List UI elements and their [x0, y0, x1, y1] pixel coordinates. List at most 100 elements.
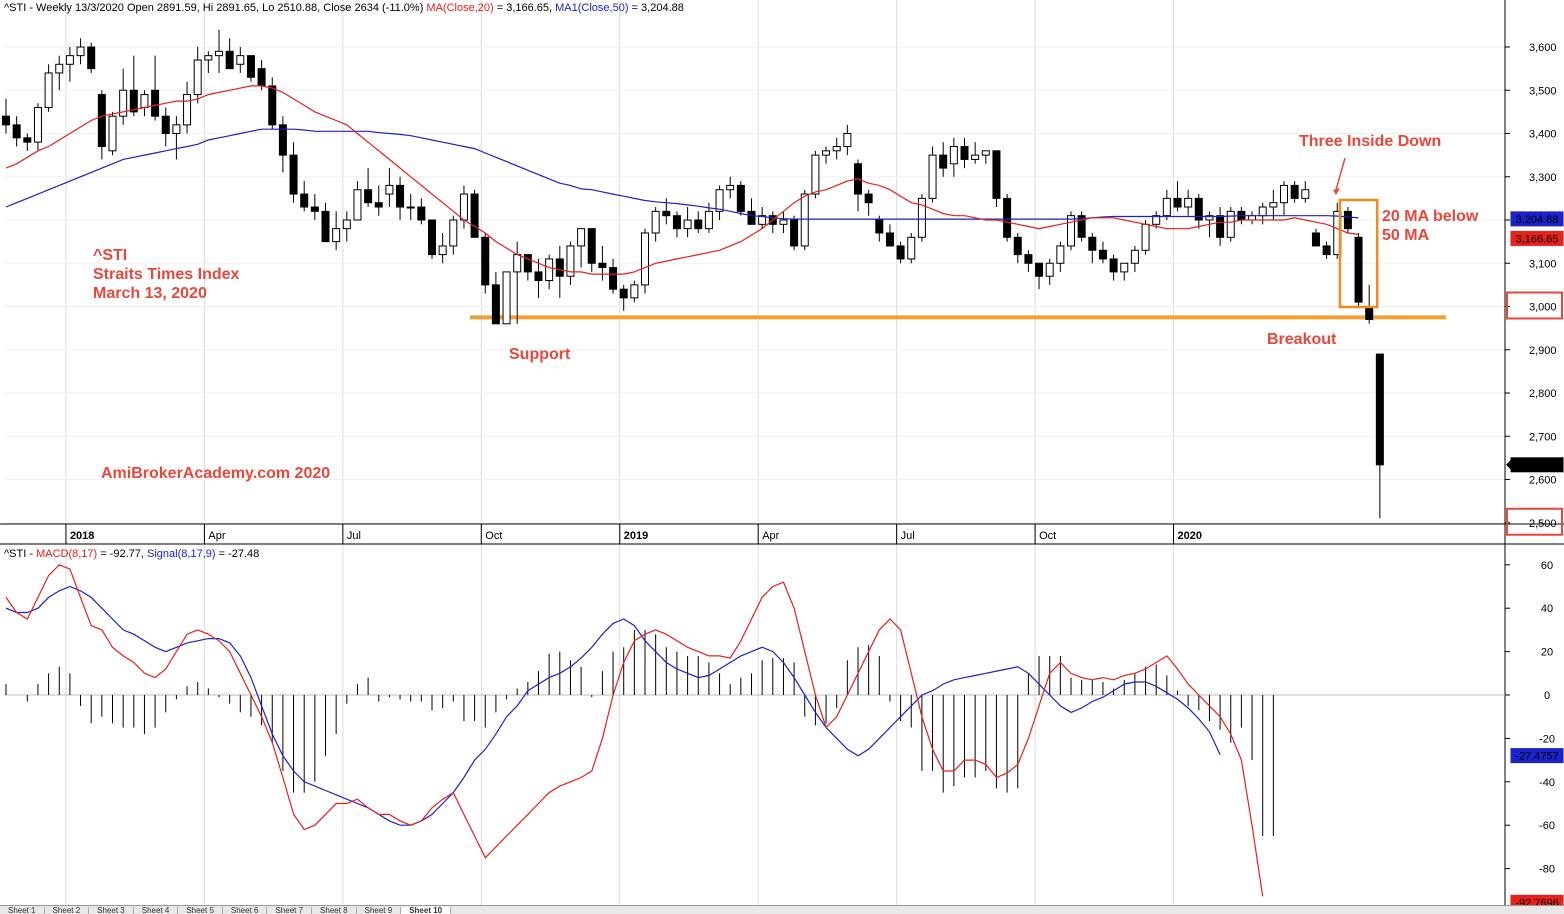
signal-value: = -27.48	[216, 548, 260, 560]
candle-bearish	[246, 55, 255, 78]
price-level-highlight-box	[1506, 507, 1563, 536]
candle-bearish	[1290, 184, 1299, 199]
macd-axis-label: 60	[1541, 560, 1553, 572]
candle-bullish	[704, 210, 713, 230]
annotation-support: Support	[509, 346, 571, 363]
candle-bearish	[1003, 197, 1012, 238]
price-axis-label: 2,700	[1529, 431, 1557, 443]
macd-axis-label: 0	[1544, 690, 1550, 702]
price-panel	[2, 29, 1446, 519]
candle-bullish	[981, 150, 990, 156]
sheet-tab[interactable]: Sheet 1	[0, 907, 45, 914]
ma50-value-tag-bg	[1510, 211, 1564, 227]
candle-bullish	[1120, 262, 1129, 273]
sheet-tab[interactable]: Sheet 7	[267, 907, 313, 914]
candle-bullish	[183, 94, 192, 126]
candle-bearish	[1098, 249, 1107, 260]
candle-bearish	[790, 219, 799, 247]
candle-bullish	[907, 236, 916, 260]
candle-bearish	[1311, 232, 1320, 247]
candle-bearish	[619, 288, 628, 299]
candle-bearish	[1088, 236, 1097, 251]
signal-line	[5, 585, 1221, 826]
candle-bearish	[992, 150, 1001, 199]
candle-bearish	[1109, 258, 1118, 273]
candle-bullish	[33, 107, 42, 143]
candle-bearish	[1343, 210, 1352, 230]
candle-bullish	[566, 245, 575, 277]
candle-bullish	[236, 55, 245, 65]
sheet-tab[interactable]: Sheet 8	[312, 907, 357, 914]
candle-bullish	[1067, 215, 1075, 247]
annotations: ^STI - Weekly 13/3/2020 Open 2891.59, Hi…	[4, 2, 1479, 560]
candle-bullish	[822, 150, 831, 156]
candle-bullish	[832, 145, 841, 152]
candle-bullish	[1301, 189, 1310, 199]
candle-bullish	[459, 193, 468, 221]
candle-bullish	[917, 197, 926, 238]
time-axis-label: 2018	[70, 530, 94, 542]
candle-bullish	[1226, 210, 1235, 238]
candle-bearish	[1354, 236, 1363, 303]
macd-axis-label: 20	[1541, 647, 1553, 659]
close-value-tag: 2,634	[1523, 460, 1551, 472]
sheet-tab[interactable]: Sheet 6	[223, 907, 268, 914]
candle-bullish	[1269, 202, 1278, 208]
candle-bearish	[939, 154, 948, 169]
price-axis-label: 2,500	[1529, 518, 1557, 530]
signal-label: Signal(8,17,9)	[147, 548, 216, 560]
candle-bearish	[374, 202, 383, 208]
macd-axis-label: -60	[1539, 820, 1555, 832]
ma20-label: MA(Close,20)	[426, 2, 493, 14]
candle-bearish	[875, 219, 884, 234]
pattern-arrowhead	[1333, 188, 1340, 195]
candle-bullish	[1258, 206, 1267, 217]
sheet-tab[interactable]: Sheet 4	[134, 907, 179, 914]
annotation-ma-note-1: 20 MA below	[1382, 208, 1479, 225]
pattern-arrow	[1335, 157, 1346, 191]
candle-bearish	[12, 124, 21, 139]
sheet-tab[interactable]: Sheet 5	[178, 907, 223, 914]
candle-bullish	[342, 219, 351, 230]
annotation-pattern: Three Inside Down	[1299, 133, 1441, 150]
candle-bullish	[385, 184, 394, 195]
sheet-tab[interactable]: Sheet 10	[401, 907, 452, 914]
time-axis-label: 2019	[624, 530, 648, 542]
candle-bearish	[864, 193, 873, 204]
candle-bullish	[577, 228, 586, 247]
ma20-value: = 3,166.65,	[494, 2, 555, 14]
ma20-line	[5, 85, 1359, 275]
candle-bullish	[843, 133, 852, 147]
candle-bullish	[971, 154, 980, 160]
macd-axis-label: -80	[1539, 864, 1555, 876]
sheet-tab[interactable]: Sheet 3	[89, 907, 134, 914]
ma20-value-tag: 3,166.65	[1516, 233, 1559, 245]
candle-bearish	[23, 137, 32, 143]
macd-label: MACD(8,17)	[36, 548, 97, 560]
macd-line	[5, 564, 1264, 897]
annotation-breakout: Breakout	[1267, 331, 1337, 348]
price-axis-label: 2,800	[1529, 388, 1557, 400]
pattern-highlight-box	[1338, 198, 1379, 309]
sheet-tab[interactable]: Sheet 2	[45, 907, 90, 914]
candle-bearish	[747, 210, 756, 225]
macd-panel	[4, 564, 1505, 897]
candle-bullish	[1130, 249, 1139, 264]
candle-bearish	[672, 215, 681, 230]
candle-bearish	[1322, 245, 1331, 256]
candle-bearish	[289, 154, 298, 195]
candle-bullish	[779, 219, 788, 225]
candle-bearish	[97, 94, 106, 147]
candle-bullish	[1045, 262, 1054, 277]
candle-bearish	[364, 189, 373, 204]
candle-bearish	[1035, 262, 1044, 277]
candle-bullish	[683, 219, 692, 230]
candle-bullish	[1141, 223, 1150, 251]
price-axis-label: 3,500	[1529, 85, 1557, 97]
candle-bullish	[332, 228, 341, 243]
sheet-tab[interactable]: Sheet 9	[357, 907, 402, 914]
price-axis-label: 2,900	[1529, 345, 1557, 357]
candle-bullish	[1248, 215, 1257, 221]
